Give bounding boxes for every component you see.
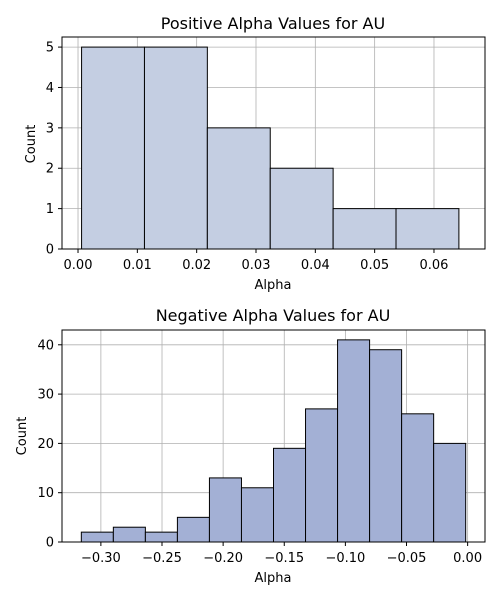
histogram-bar: [337, 339, 371, 543]
y-tick-label: 20: [37, 437, 54, 452]
y-tick-label: 5: [46, 41, 54, 56]
axes-frame: [61, 36, 486, 250]
x-tick-label: 0.00: [453, 551, 482, 566]
histogram-bar: [143, 46, 208, 250]
y-tick-label: 30: [37, 388, 54, 403]
histogram-bar: [269, 167, 334, 250]
positive-alpha-chart: Positive Alpha Values for AU Alpha Count…: [24, 14, 486, 293]
x-tick-label: −0.05: [387, 551, 427, 566]
histogram-bar: [273, 447, 307, 543]
histogram-bar: [401, 413, 435, 543]
histogram-bar: [176, 516, 210, 543]
x-tick-label: 0.02: [182, 258, 211, 273]
x-tick-label: −0.15: [264, 551, 304, 566]
bars: [80, 339, 467, 543]
y-axis-label: Count: [15, 417, 30, 456]
bars: [81, 46, 460, 250]
chart-title: Positive Alpha Values for AU: [161, 14, 385, 33]
x-tick-label: 0.05: [360, 258, 389, 273]
x-tick-label: 0.00: [64, 258, 93, 273]
y-tick-label: 4: [46, 81, 54, 96]
x-axis-label: Alpha: [255, 571, 292, 586]
x-tick-label: 0.04: [301, 258, 330, 273]
histogram-bar: [206, 127, 271, 250]
histogram-bar: [305, 408, 339, 543]
x-tick-label: 0.06: [420, 258, 449, 273]
x-tick-label: −0.25: [142, 551, 182, 566]
x-axis-label: Alpha: [255, 278, 292, 293]
histogram-bar: [240, 487, 274, 543]
histogram-bar: [144, 531, 178, 543]
histogram-bar: [332, 208, 397, 250]
histogram-bar: [369, 349, 403, 543]
x-tick-label: 0.01: [123, 258, 152, 273]
y-tick-label: 10: [37, 486, 54, 501]
axes-frame: [61, 329, 486, 543]
y-tick-label: 1: [46, 202, 54, 217]
histogram-bar: [80, 531, 114, 543]
histogram-bar: [208, 477, 242, 543]
y-tick-label: 2: [46, 162, 54, 177]
x-tick-label: −0.10: [325, 551, 365, 566]
histogram-bar: [81, 46, 145, 250]
negative-alpha-chart: Negative Alpha Values for AU Alpha Count…: [15, 306, 486, 586]
x-tick-label: 0.03: [242, 258, 271, 273]
x-tick-label: −0.20: [203, 551, 243, 566]
histogram-bar: [433, 442, 467, 543]
y-tick-label: 40: [37, 338, 54, 353]
y-tick-label: 0: [46, 243, 54, 258]
y-tick-label: 0: [46, 536, 54, 551]
x-tick-label: −0.30: [81, 551, 121, 566]
chart-title: Negative Alpha Values for AU: [156, 306, 391, 325]
histogram-bar: [395, 208, 460, 250]
histogram-bar: [112, 526, 146, 543]
y-axis-label: Count: [24, 125, 39, 164]
y-tick-label: 3: [46, 121, 54, 136]
